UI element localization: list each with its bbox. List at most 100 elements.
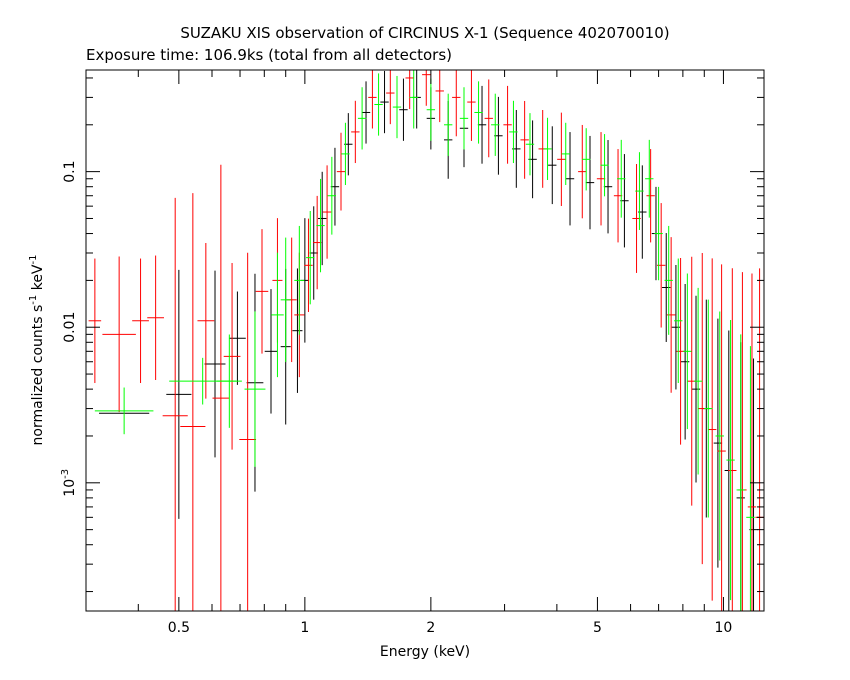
- data-point: [585, 135, 595, 230]
- data-point: [244, 311, 266, 467]
- data-point: [264, 289, 278, 414]
- y-axis-label-sup2: -1: [28, 255, 39, 265]
- x-tick-label: 0.5: [168, 620, 190, 636]
- data-point: [635, 152, 644, 230]
- data-point: [525, 113, 535, 176]
- data-point: [444, 93, 453, 156]
- data-point: [581, 128, 591, 191]
- data-point: [728, 268, 737, 611]
- data-point: [452, 70, 461, 137]
- data-point: [565, 132, 575, 226]
- data-point: [292, 268, 303, 393]
- data-point: [664, 225, 673, 335]
- data-point: [405, 70, 414, 110]
- data-point: [294, 225, 305, 335]
- data-point: [180, 193, 206, 611]
- x-axis-ticks: [85, 70, 724, 611]
- data-point: [557, 112, 566, 206]
- data-point: [717, 264, 726, 611]
- y-tick-label-base: 10: [62, 479, 78, 497]
- x-tick-label: 2: [426, 620, 435, 636]
- y-tick-label: 10-3: [60, 469, 78, 497]
- data-point: [327, 156, 337, 235]
- x-axis-tick-labels: 0.5 1 2 5 10: [168, 620, 733, 636]
- data-point: [459, 87, 469, 150]
- data-point: [738, 272, 747, 611]
- x-axis-label: Energy (keV): [380, 644, 470, 660]
- data-point: [336, 132, 346, 211]
- y-axis-label-base: normalized counts s: [30, 305, 46, 446]
- data-point: [708, 258, 717, 601]
- data-point: [674, 258, 683, 384]
- data-point: [671, 264, 681, 390]
- data-point: [223, 262, 241, 450]
- data-point: [351, 100, 360, 164]
- data-point: [409, 70, 418, 129]
- data-point: [239, 252, 257, 611]
- data-point: [316, 178, 325, 273]
- data-point: [715, 311, 724, 561]
- series-1: [88, 70, 764, 611]
- data-point: [162, 197, 188, 611]
- data-point: [543, 117, 552, 181]
- data-point: [318, 171, 327, 266]
- data-point: [467, 70, 476, 141]
- data-point: [491, 93, 500, 156]
- data-point: [380, 70, 389, 134]
- data-point: [374, 73, 383, 136]
- data-point: [386, 70, 395, 125]
- plot-frame: [85, 69, 765, 612]
- data-point: [474, 81, 483, 144]
- data-point: [477, 85, 487, 164]
- data-point: [600, 134, 609, 197]
- data-point: [747, 273, 757, 611]
- chart-title: SUZAKU XIS observation of CIRCINUS X-1 (…: [180, 24, 669, 42]
- x-tick-label: 1: [300, 620, 309, 636]
- data-point: [271, 252, 284, 378]
- data-point: [435, 70, 444, 123]
- data-point: [755, 268, 764, 611]
- data-point: [548, 126, 557, 205]
- data-point: [341, 122, 350, 186]
- data-point: [746, 346, 755, 611]
- data-point: [399, 78, 408, 141]
- data-point: [422, 70, 431, 106]
- data-point: [713, 318, 723, 568]
- data-point: [212, 164, 230, 611]
- data-point: [361, 81, 371, 144]
- data-point: [88, 258, 102, 384]
- data-point: [654, 186, 663, 281]
- data-point: [520, 100, 529, 179]
- data-point: [255, 229, 269, 354]
- y-axis-label-mid: keV: [30, 264, 46, 295]
- data-point: [309, 206, 318, 300]
- data-point: [216, 334, 242, 428]
- data-point: [645, 139, 654, 218]
- data-point: [484, 79, 493, 158]
- data-point: [503, 85, 512, 164]
- data-point: [147, 255, 164, 381]
- plot-data-group: [88, 70, 764, 611]
- data-point: [704, 299, 713, 518]
- data-point: [509, 100, 518, 164]
- data-point: [726, 320, 735, 601]
- data-point: [280, 237, 291, 363]
- x-tick-label: 5: [593, 620, 602, 636]
- series-2: [94, 70, 755, 611]
- data-point: [229, 291, 246, 385]
- data-point: [646, 149, 655, 243]
- y-axis-label-sup1: -1: [28, 295, 39, 305]
- data-point: [578, 124, 587, 219]
- data-point: [596, 132, 606, 226]
- x-tick-label: 10: [715, 620, 733, 636]
- data-point: [683, 273, 692, 430]
- chart-subtitle: Exposure time: 106.9ks (total from all d…: [86, 46, 452, 64]
- data-point: [680, 283, 690, 440]
- data-point: [357, 87, 367, 150]
- y-tick-label: 0.01: [62, 312, 78, 343]
- y-axis-label: normalized counts s-1 keV-1: [28, 255, 46, 446]
- data-point: [132, 258, 149, 384]
- data-point: [204, 270, 226, 458]
- data-point: [197, 242, 215, 399]
- data-point: [603, 140, 613, 234]
